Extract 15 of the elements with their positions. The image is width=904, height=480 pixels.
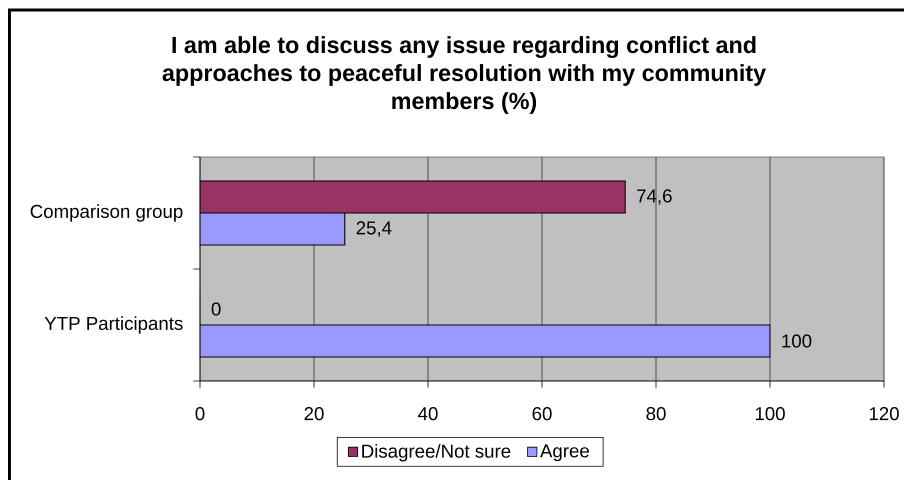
data-label: 25,4: [356, 221, 392, 237]
x-tick-label: 0: [196, 407, 204, 420]
y-tick-label: YTP Participants: [44, 316, 183, 334]
x-tick-label: 60: [532, 407, 552, 420]
legend-label: Agree: [540, 444, 589, 462]
legend-label: Disagree/Not sure: [362, 444, 510, 462]
x-tick-label: 100: [756, 407, 785, 420]
data-label: 100: [782, 334, 812, 348]
x-tick-label: 20: [304, 407, 324, 420]
x-tick-label: 80: [646, 407, 666, 420]
x-tick-label: 120: [870, 407, 899, 420]
y-tick-label: Comparison group: [30, 204, 182, 222]
data-label: 0: [212, 302, 221, 316]
chart-title: I am able to discuss any issue regarding conflict and approaches to peaceful resolution with my community members (%): [162, 36, 766, 114]
x-tick-label: 40: [418, 407, 438, 420]
